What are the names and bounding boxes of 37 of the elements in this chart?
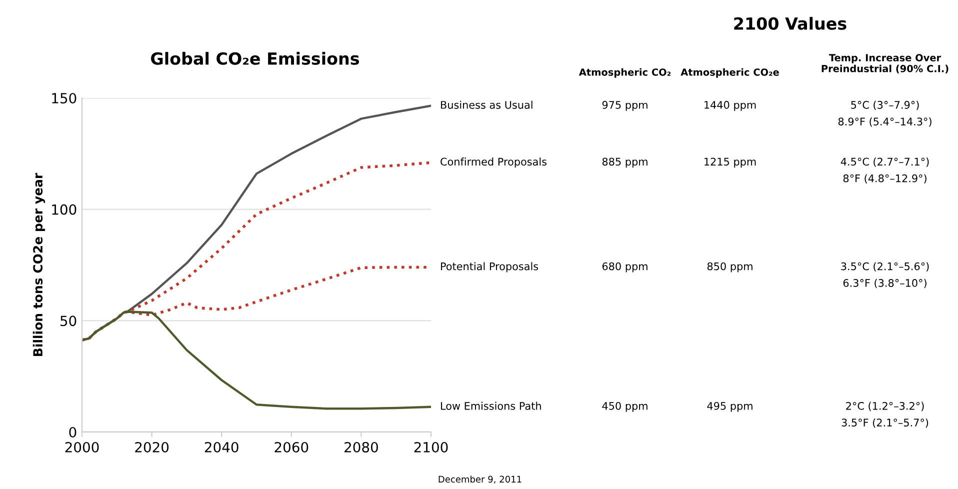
text: 885 ppm xyxy=(602,158,648,168)
y-axis-title: Billion tons CO2e per year xyxy=(32,172,46,356)
y-tick-label: 0 xyxy=(69,426,76,438)
x-tick-label: 2100 xyxy=(414,442,448,452)
text: 8.9°F (5.4°–14.3°) xyxy=(838,117,932,127)
text: 680 ppm xyxy=(602,262,648,272)
y-tick-label: 100 xyxy=(52,204,76,215)
series-label: Business as Usual xyxy=(441,100,532,109)
text: 6.3°F (3.8°–10°) xyxy=(843,278,926,288)
text: 2100 Values xyxy=(734,16,846,30)
series-label: Low Emissions Path xyxy=(441,402,541,410)
text: 5°C (3°–7.9°) xyxy=(851,100,919,110)
text: 495 ppm xyxy=(707,402,752,412)
text: 4.5°C (2.7°–7.1°) xyxy=(840,158,929,167)
text: 2°C (1.2°–3.2°) xyxy=(846,402,924,412)
series-label: Potential Proposals xyxy=(441,262,538,272)
chart-title: Global CO₂e Emissions xyxy=(151,52,360,65)
y-tick-label: 150 xyxy=(52,92,76,104)
text: Atmospheric CO₂e xyxy=(680,68,779,78)
text: Temp. Increase Over Preindustrial (90% C.I.) xyxy=(822,54,948,74)
y-tick-label: 50 xyxy=(60,316,76,326)
text: 850 ppm xyxy=(707,262,752,272)
text: 3.5°F (2.1°–5.7°) xyxy=(842,418,928,428)
series-label: Confirmed Proposals xyxy=(440,158,547,168)
x-tick-label: 2000 xyxy=(65,442,99,452)
x-tick-label: 2020 xyxy=(135,442,169,452)
text: 8°F (4.8°–12.9°) xyxy=(843,174,926,184)
text: 450 ppm xyxy=(602,402,648,412)
x-tick-label: 2060 xyxy=(274,442,308,452)
text: 1440 ppm xyxy=(704,100,756,111)
text: 3.5°C (2.1°–5.6°) xyxy=(841,262,929,272)
text: December 9, 2011 xyxy=(438,476,522,484)
x-tick-label: 2080 xyxy=(344,442,378,452)
x-tick-label: 2040 xyxy=(204,442,238,452)
text: 975 ppm xyxy=(602,100,648,111)
text: 1215 ppm xyxy=(704,158,756,168)
text: Atmospheric CO₂ xyxy=(578,68,671,78)
